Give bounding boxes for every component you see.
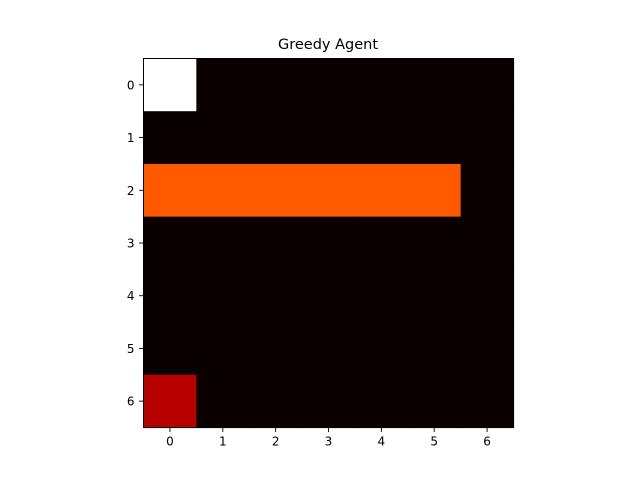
heatmap-cell-r2-c3 [302, 163, 356, 218]
heatmap-cell-r1-c2 [249, 111, 303, 165]
heatmap-cell-r4-c3 [302, 269, 356, 323]
heatmap-cell-r2-c0 [143, 163, 197, 218]
heatmap-cell-r6-c4 [354, 374, 409, 429]
heatmap-cell-r0-c1 [196, 58, 250, 112]
heatmap-cell-r1-c4 [354, 111, 409, 165]
heatmap-cells [143, 58, 515, 429]
heatmap-cell-r0-c4 [354, 58, 409, 112]
heatmap-cell-r3-c1 [196, 216, 250, 270]
heatmap-cell-r3-c3 [302, 216, 356, 270]
heatmap-cell-r3-c0 [143, 216, 197, 270]
y-tick-label: 6 [127, 395, 135, 409]
heatmap-cell-r6-c3 [302, 374, 356, 429]
heatmap-cell-r5-c6 [460, 322, 515, 376]
y-tick-label: 5 [127, 342, 135, 356]
heatmap-cell-r2-c4 [354, 163, 409, 218]
heatmap-cell-r1-c3 [302, 111, 356, 165]
heatmap-cell-r1-c1 [196, 111, 250, 165]
heatmap-cell-r6-c1 [196, 374, 250, 429]
x-axis: 0 1 2 3 4 5 6 [166, 427, 491, 449]
heatmap-cell-r2-c1 [196, 163, 250, 218]
x-tick-label: 4 [378, 435, 386, 449]
x-tick-label: 0 [166, 435, 174, 449]
heatmap-cell-r6-c5 [407, 374, 462, 429]
heatmap-cell-r5-c2 [249, 322, 303, 376]
heatmap-cell-r4-c6 [460, 269, 515, 323]
x-tick-label: 1 [219, 435, 227, 449]
heatmap-cell-r3-c6 [460, 216, 515, 270]
heatmap-cell-r6-c2 [249, 374, 303, 429]
heatmap-cell-r1-c6 [460, 111, 515, 165]
heatmap-cell-r4-c4 [354, 269, 409, 323]
heatmap-cell-r5-c0 [143, 322, 197, 376]
x-tick-label: 2 [272, 435, 280, 449]
heatmap-cell-r4-c1 [196, 269, 250, 323]
y-tick-label: 1 [127, 131, 135, 145]
heatmap-cell-r0-c2 [249, 58, 303, 112]
heatmap-cell-r4-c0 [143, 269, 197, 323]
x-tick-label: 5 [430, 435, 438, 449]
chart-title: Greedy Agent [278, 37, 378, 53]
heatmap-cell-r3-c4 [354, 216, 409, 270]
heatmap-cell-r5-c3 [302, 322, 356, 376]
heatmap-cell-r6-c0 [143, 374, 197, 429]
heatmap-cell-r4-c5 [407, 269, 462, 323]
heatmap-cell-r5-c5 [407, 322, 462, 376]
heatmap-cell-r3-c2 [249, 216, 303, 270]
heatmap-cell-r6-c6 [460, 374, 515, 429]
x-tick-label: 6 [483, 435, 491, 449]
heatmap-cell-r3-c5 [407, 216, 462, 270]
heatmap-cell-r0-c0 [143, 58, 197, 112]
heatmap-cell-r1-c0 [143, 111, 197, 165]
heatmap-cell-r2-c5 [407, 163, 462, 218]
x-tick-label: 3 [325, 435, 333, 449]
y-tick-label: 4 [127, 289, 135, 303]
heatmap-cell-r0-c6 [460, 58, 515, 112]
y-tick-label: 2 [127, 184, 135, 198]
y-tick-label: 3 [127, 237, 135, 251]
heatmap-cell-r1-c5 [407, 111, 462, 165]
y-axis: 0 1 2 3 4 5 6 [127, 78, 144, 409]
heatmap-cell-r5-c4 [354, 322, 409, 376]
heatmap-cell-r4-c2 [249, 269, 303, 323]
heatmap-cell-r5-c1 [196, 322, 250, 376]
heatmap-cell-r2-c2 [249, 163, 303, 218]
heatmap-cell-r0-c5 [407, 58, 462, 112]
heatmap-cell-r2-c6 [460, 163, 515, 218]
y-tick-label: 0 [127, 78, 135, 92]
heatmap-cell-r0-c3 [302, 58, 356, 112]
